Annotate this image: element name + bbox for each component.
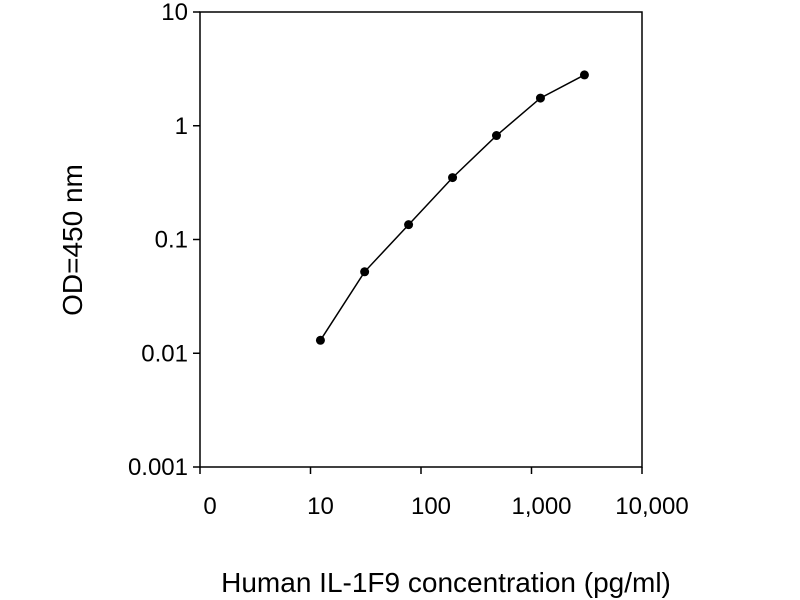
x-tick-label: 1,000 [511,493,571,520]
data-point [535,93,545,103]
data-point [360,267,370,277]
y-axis-ticks: 0.001 0.01 0.1 1 10 [128,0,200,481]
data-point [579,70,589,80]
series-line [319,74,585,341]
data-point [448,173,458,183]
y-tick-label: 10 [161,0,188,26]
data-series [315,70,589,345]
x-tick-label: 0 [203,493,216,520]
y-tick-label: 1 [175,113,188,140]
data-point [491,131,501,141]
y-tick-label: 0.01 [141,340,188,367]
x-tick-label: 100 [411,493,451,520]
y-axis-title: OD=450 nm [57,164,88,316]
y-tick-label: 0.001 [128,454,188,481]
y-tick-label: 0.1 [155,227,188,254]
x-tick-label: 10 [307,493,334,520]
x-tick-label: 10,000 [615,493,688,520]
x-axis-title: Human IL-1F9 concentration (pg/ml) [221,567,671,598]
data-point [315,335,325,345]
data-point [404,220,414,230]
x-axis-ticks: 0 10 100 1,000 10,000 [199,467,689,520]
